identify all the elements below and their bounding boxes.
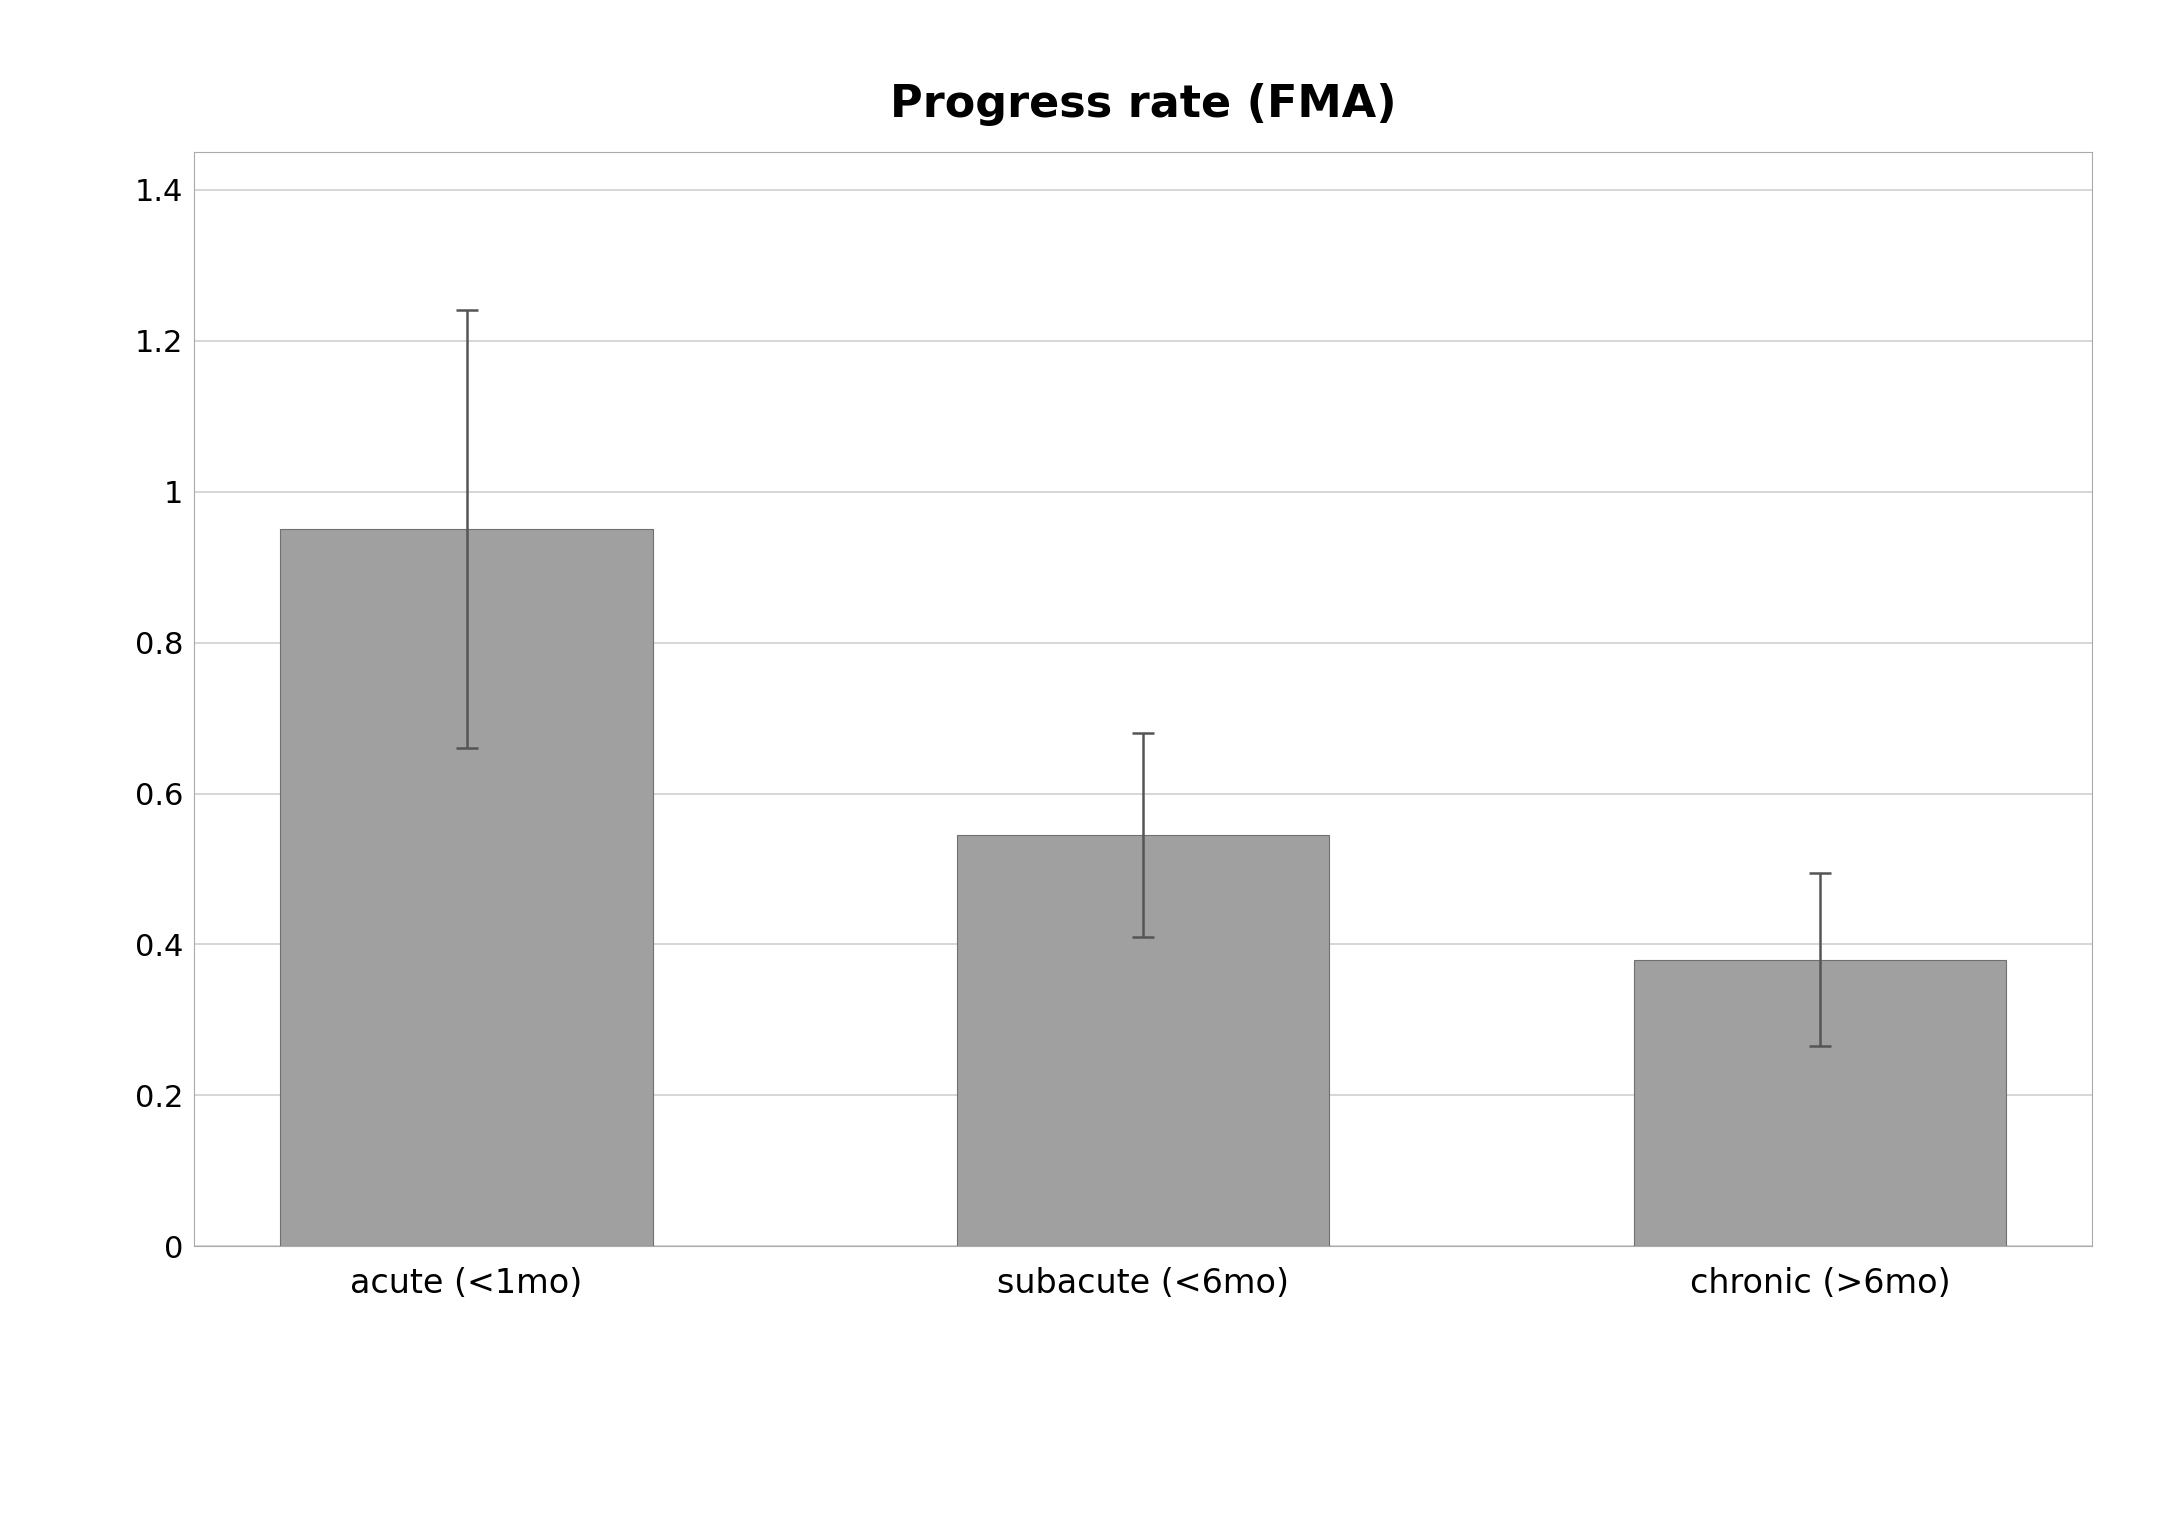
Bar <box>1633 959 2006 1246</box>
Bar <box>280 529 654 1246</box>
Title: Progress rate (FMA): Progress rate (FMA) <box>891 84 1396 126</box>
Bar <box>958 834 1329 1246</box>
